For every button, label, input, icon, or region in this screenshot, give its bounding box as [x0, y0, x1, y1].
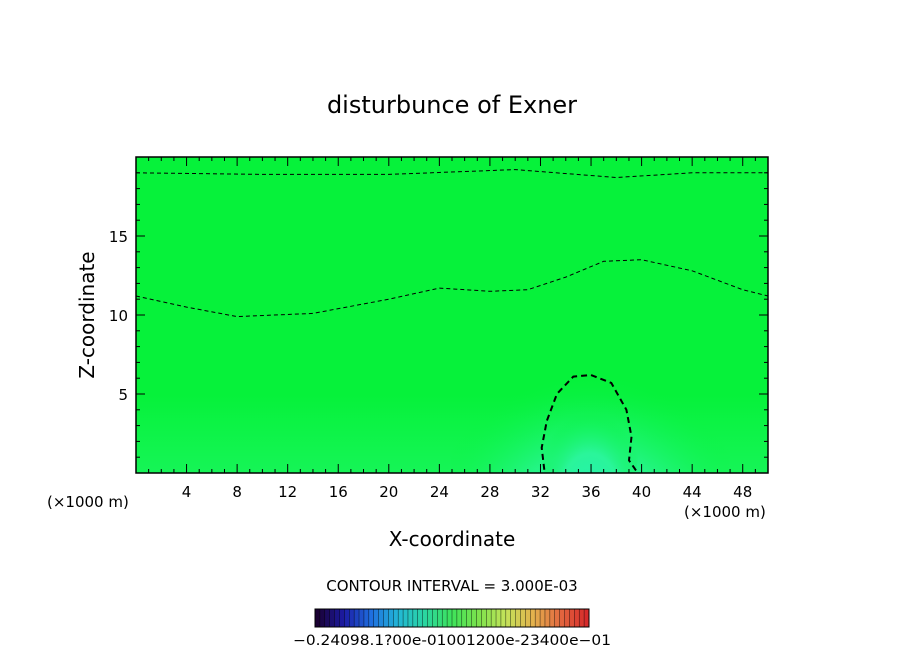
colorbar-cell [383, 609, 389, 627]
colorbar-cell [398, 609, 404, 627]
x-tick-label: 24 [430, 483, 449, 501]
contour-line-1 [136, 259, 768, 318]
y-tick-label: 5 [118, 386, 128, 404]
colorbar-cell [461, 609, 467, 627]
y-axis-label: Z-coordinate [75, 251, 99, 378]
colorbar-cell [378, 609, 384, 627]
x-axis-label: X-coordinate [389, 527, 516, 551]
colorbar-cell [510, 609, 516, 627]
colorbar-cell [388, 609, 394, 627]
colorbar-cell [505, 609, 512, 627]
y-tick-label: 15 [109, 228, 128, 246]
colorbar-cell [549, 609, 556, 627]
colorbar-cell [540, 609, 546, 627]
colorbar-cell [334, 609, 340, 627]
colorbar-cell [329, 609, 335, 627]
colorbar-cell [584, 609, 590, 627]
colorbar-cell [452, 609, 458, 627]
colorbar-cell [544, 609, 551, 627]
y-tick-label: 10 [109, 307, 128, 325]
colorbar-cell [412, 609, 419, 627]
x-tick-label: 28 [480, 483, 499, 501]
x-tick-label: 36 [581, 483, 600, 501]
colorbar-cell [476, 609, 482, 627]
colorbar-cell [520, 609, 526, 627]
colorbar-cell [515, 609, 521, 627]
colorbar-cell [554, 609, 560, 627]
colorbar-cell [354, 609, 360, 627]
colorbar [314, 609, 590, 627]
colorbar-cell [447, 609, 453, 627]
x-unit-right: (×1000 m) [684, 503, 766, 521]
colorbar-cell [466, 609, 472, 627]
y-axis: 5 10 15 [109, 172, 768, 458]
colorbar-cell [569, 609, 575, 627]
colorbar-cell [456, 609, 463, 627]
colorbar-cell [417, 609, 423, 627]
colorbar-cell [407, 609, 414, 627]
colorbar-cell [324, 609, 330, 627]
colorbar-cell [500, 609, 507, 627]
colorbar-cell [496, 609, 502, 627]
colorbar-cell [530, 609, 536, 627]
colorbar-cell [437, 609, 443, 627]
colorbar-cell [535, 609, 541, 627]
colorbar-cell [559, 609, 565, 627]
colorbar-cell [319, 609, 326, 627]
colorbar-cell [574, 609, 580, 627]
field-anomaly [542, 375, 638, 473]
x-tick-label: 44 [683, 483, 702, 501]
chart-title: disturbunce of Exner [327, 91, 577, 119]
colorbar-cell [339, 609, 345, 627]
colorbar-cell [564, 609, 570, 627]
colorbar-cell [442, 609, 448, 627]
colorbar-frame [314, 608, 590, 628]
colorbar-cell [471, 609, 477, 627]
colorbar-cell [393, 609, 399, 627]
colorbar-cell [432, 609, 438, 627]
x-tick-label: 8 [232, 483, 242, 501]
x-tick-label: 32 [531, 483, 550, 501]
colorbar-cell [427, 609, 433, 627]
x-tick-label: 4 [182, 483, 192, 501]
x-tick-label: 20 [379, 483, 398, 501]
colorbar-cell [349, 609, 355, 627]
colorbar-cell [481, 609, 487, 627]
plot-field [136, 157, 768, 473]
colorbar-cell [525, 609, 531, 627]
colorbar-cell [344, 609, 350, 627]
colorbar-cell [368, 609, 375, 627]
x-tick-label: 16 [329, 483, 348, 501]
x-tick-label: 48 [733, 483, 752, 501]
x-tick-label: 12 [278, 483, 297, 501]
x-tick-label: 40 [632, 483, 651, 501]
contour-layer [136, 169, 768, 473]
contour-line-0 [136, 169, 768, 179]
colorbar-cell [486, 609, 492, 627]
colorbar-cell [491, 609, 497, 627]
contour-interval: CONTOUR INTERVAL = 3.000E-03 [326, 577, 577, 595]
colorbar-cell [403, 609, 409, 627]
colorbar-cell [363, 609, 370, 627]
colorbar-labels: −0.24098.1?00e-01001200e-23400e−01 [293, 633, 611, 649]
colorbar-cell [422, 609, 428, 627]
x-unit-left: (×1000 m) [47, 493, 129, 511]
contour-line-2 [540, 373, 639, 473]
colorbar-cell [579, 609, 585, 627]
colorbar-cell [359, 609, 365, 627]
x-axis: 4 8 12 16 20 24 28 32 36 40 44 48 [148, 157, 756, 501]
colorbar-cell [373, 609, 379, 627]
colorbar-cell [315, 609, 321, 627]
